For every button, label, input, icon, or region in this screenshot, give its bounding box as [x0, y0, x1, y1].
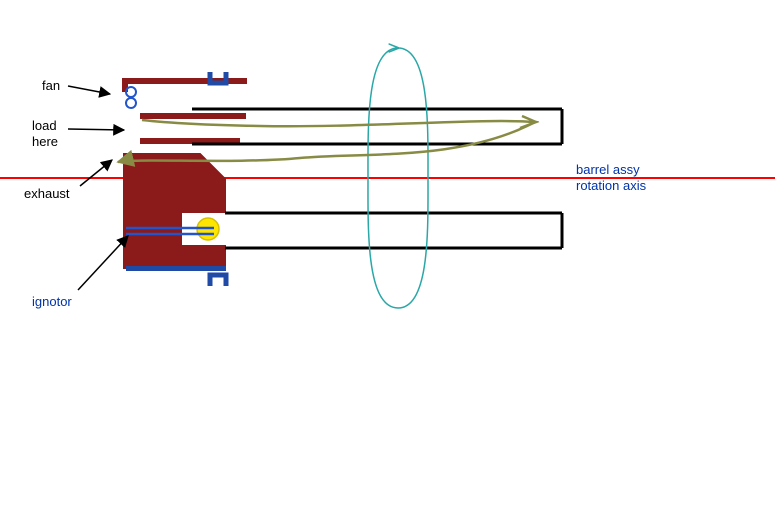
diagram-svg — [0, 0, 775, 519]
hood-bar — [125, 78, 247, 84]
body-fill — [124, 154, 225, 268]
callout-arrows — [68, 86, 128, 290]
bracket-top — [210, 72, 226, 83]
fan-arrow — [68, 86, 110, 94]
inner-baffle-1 — [140, 113, 246, 119]
load-arrow — [68, 129, 124, 130]
bracket-bottom — [210, 275, 226, 286]
ignotor-arrow — [78, 236, 128, 290]
bracket-bottom-bar — [126, 266, 226, 271]
fan-ring-2 — [126, 98, 136, 108]
exhaust-arrow — [80, 160, 112, 186]
